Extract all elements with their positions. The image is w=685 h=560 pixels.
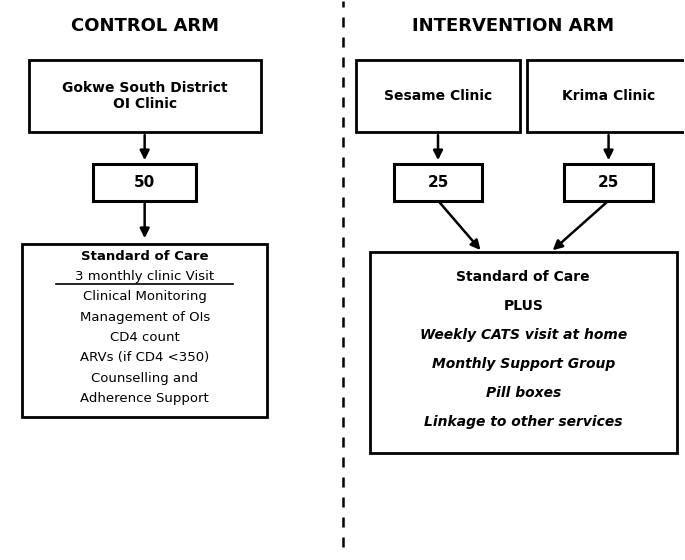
Text: Clinical Monitoring: Clinical Monitoring xyxy=(83,290,207,303)
Text: ARVs (if CD4 <350): ARVs (if CD4 <350) xyxy=(80,351,210,364)
FancyBboxPatch shape xyxy=(29,60,260,132)
Text: 3 monthly clinic Visit: 3 monthly clinic Visit xyxy=(75,270,214,283)
Text: Monthly Support Group: Monthly Support Group xyxy=(432,357,615,371)
Text: Standard of Care: Standard of Care xyxy=(81,250,208,263)
FancyBboxPatch shape xyxy=(527,60,685,132)
Text: Management of OIs: Management of OIs xyxy=(79,311,210,324)
Text: Adherence Support: Adherence Support xyxy=(80,392,209,405)
Text: Linkage to other services: Linkage to other services xyxy=(424,415,623,429)
Text: 25: 25 xyxy=(598,175,619,190)
Text: CONTROL ARM: CONTROL ARM xyxy=(71,17,219,35)
FancyBboxPatch shape xyxy=(394,165,482,200)
Text: Krima Clinic: Krima Clinic xyxy=(562,89,655,103)
FancyBboxPatch shape xyxy=(370,252,677,452)
FancyBboxPatch shape xyxy=(93,165,196,200)
Text: Standard of Care: Standard of Care xyxy=(456,270,590,284)
FancyBboxPatch shape xyxy=(22,244,267,417)
FancyBboxPatch shape xyxy=(564,165,653,200)
Text: Weekly CATS visit at home: Weekly CATS visit at home xyxy=(420,328,627,342)
Text: Pill boxes: Pill boxes xyxy=(486,386,561,400)
Text: PLUS: PLUS xyxy=(503,299,543,313)
Text: Gokwe South District
OI Clinic: Gokwe South District OI Clinic xyxy=(62,81,227,111)
Text: 50: 50 xyxy=(134,175,155,190)
Text: CD4 count: CD4 count xyxy=(110,331,179,344)
Text: INTERVENTION ARM: INTERVENTION ARM xyxy=(412,17,614,35)
Text: 25: 25 xyxy=(427,175,449,190)
FancyBboxPatch shape xyxy=(356,60,520,132)
Text: Counselling and: Counselling and xyxy=(91,372,198,385)
Text: Sesame Clinic: Sesame Clinic xyxy=(384,89,492,103)
